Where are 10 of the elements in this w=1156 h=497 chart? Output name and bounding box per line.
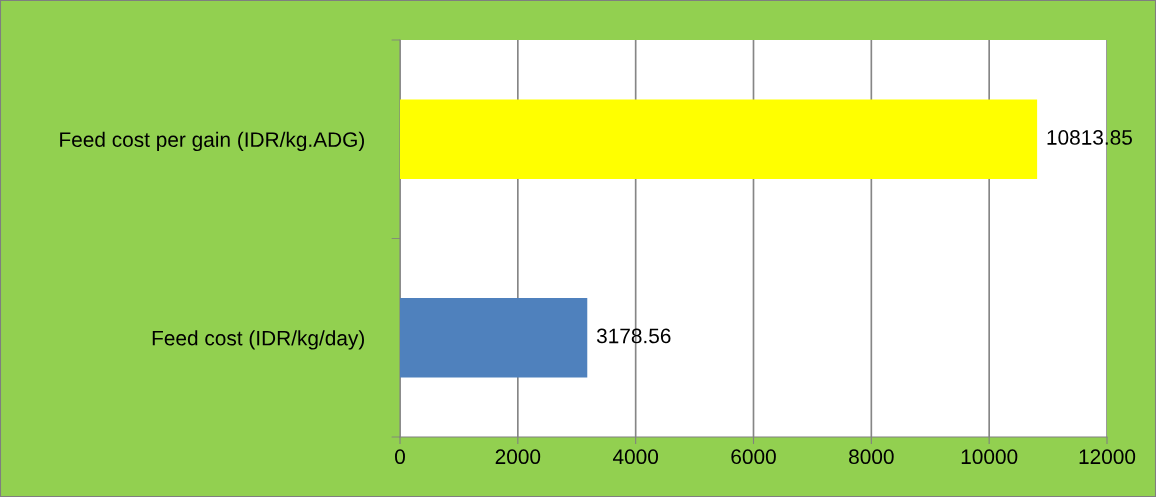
data-label: 3178.56 [596, 328, 671, 344]
y-tick-label: Feed cost (IDR/kg/day) [152, 330, 364, 350]
x-tick-label: 12000 [1079, 449, 1136, 465]
y-tick-label: Feed cost per gain (IDR/kg.ADG) [60, 131, 364, 152]
x-tick-label: 2000 [495, 449, 541, 465]
x-tick-label: 10000 [961, 449, 1018, 465]
x-tick-label: 0 [395, 449, 405, 465]
x-tick-label: 6000 [731, 449, 776, 465]
x-tick-label: 4000 [612, 449, 659, 465]
x-tick-label: 8000 [849, 449, 894, 465]
